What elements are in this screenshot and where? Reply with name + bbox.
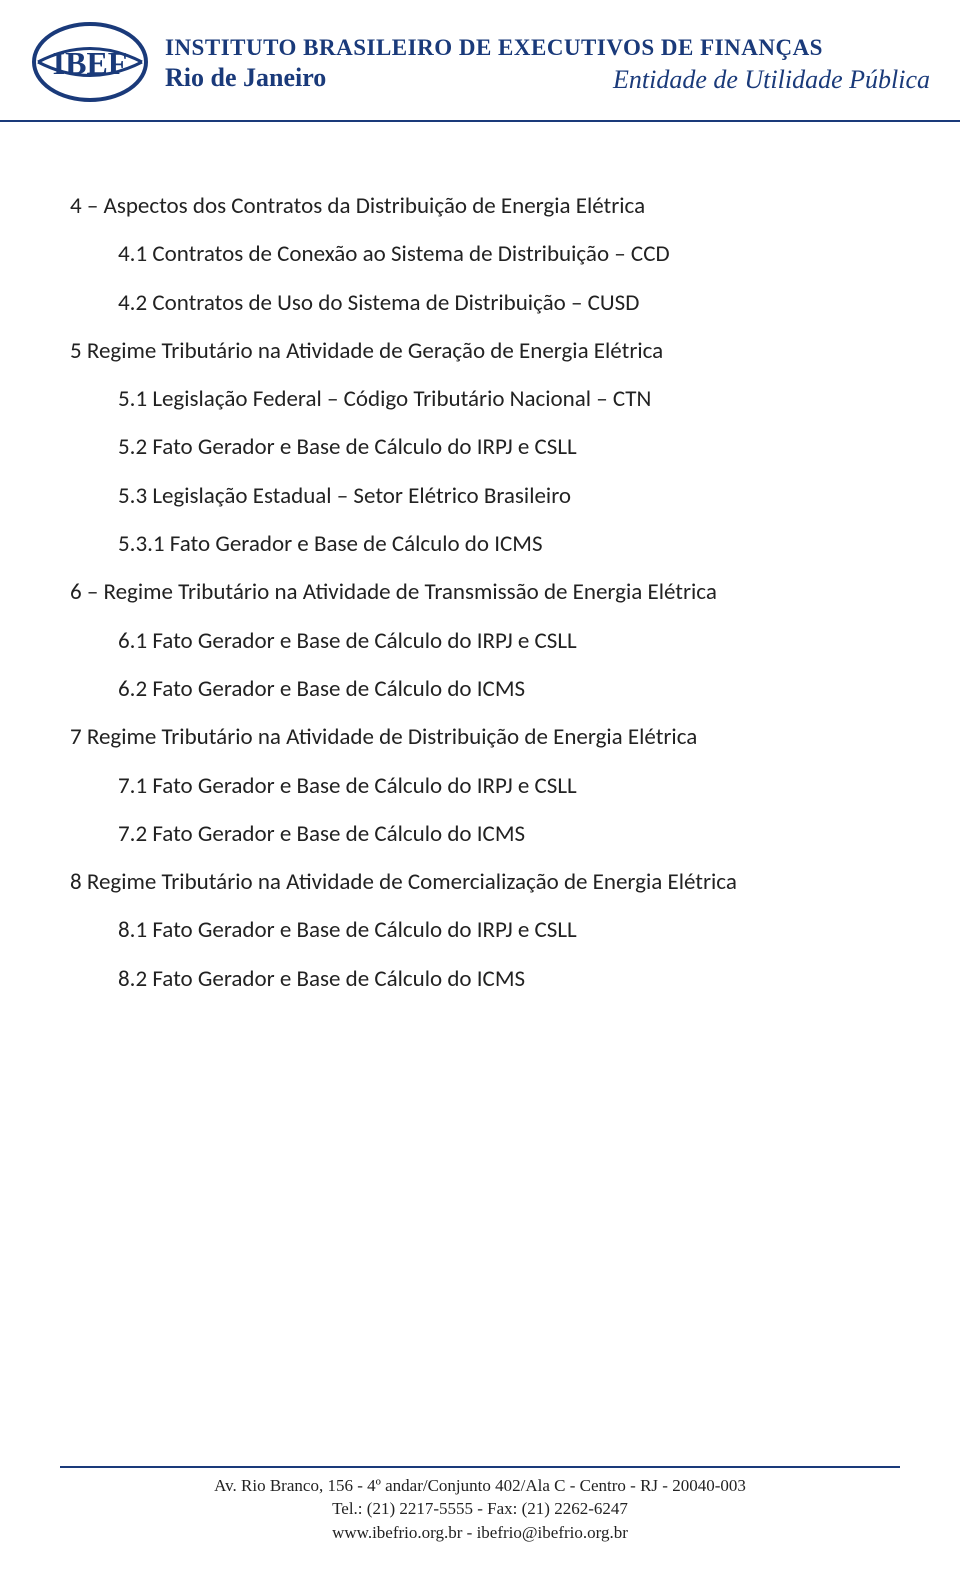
- outline-item: 4 – Aspectos dos Contratos da Distribuiç…: [70, 182, 890, 230]
- footer-web: www.ibefrio.org.br - ibefrio@ibefrio.org…: [60, 1521, 900, 1545]
- outline-item: 6.2 Fato Gerador e Base de Cálculo do IC…: [118, 665, 890, 713]
- outline-item: 4.1 Contratos de Conexão ao Sistema de D…: [118, 230, 890, 278]
- document-footer: Av. Rio Branco, 156 - 4º andar/Conjunto …: [60, 1466, 900, 1545]
- outline-item: 4.2 Contratos de Uso do Sistema de Distr…: [118, 279, 890, 327]
- outline-item: 5.1 Legislação Federal – Código Tributár…: [118, 375, 890, 423]
- footer-address: Av. Rio Branco, 156 - 4º andar/Conjunto …: [60, 1474, 900, 1498]
- organization-name: INSTITUTO BRASILEIRO DE EXECUTIVOS DE FI…: [165, 35, 930, 61]
- outline-item: 7.2 Fato Gerador e Base de Cálculo do IC…: [118, 810, 890, 858]
- svg-text:IBEF: IBEF: [53, 45, 128, 81]
- logo: IBEF: [30, 20, 150, 110]
- document-body: 4 – Aspectos dos Contratos da Distribuiç…: [0, 122, 960, 1043]
- outline-item: 5.3 Legislação Estadual – Setor Elétrico…: [118, 472, 890, 520]
- outline-item: 5 Regime Tributário na Atividade de Gera…: [70, 327, 890, 375]
- ibef-logo-icon: IBEF: [30, 20, 150, 105]
- footer-phone: Tel.: (21) 2217-5555 - Fax: (21) 2262-62…: [60, 1497, 900, 1521]
- outline-item: 8.1 Fato Gerador e Base de Cálculo do IR…: [118, 906, 890, 954]
- outline-item: 8 Regime Tributário na Atividade de Come…: [70, 858, 890, 906]
- outline-item: 6 – Regime Tributário na Atividade de Tr…: [70, 568, 890, 616]
- header-text-block: INSTITUTO BRASILEIRO DE EXECUTIVOS DE FI…: [165, 35, 930, 95]
- outline-item: 6.1 Fato Gerador e Base de Cálculo do IR…: [118, 617, 890, 665]
- outline-item: 7 Regime Tributário na Atividade de Dist…: [70, 713, 890, 761]
- document-header: IBEF INSTITUTO BRASILEIRO DE EXECUTIVOS …: [0, 0, 960, 122]
- outline-item: 8.2 Fato Gerador e Base de Cálculo do IC…: [118, 955, 890, 1003]
- outline-item: 5.2 Fato Gerador e Base de Cálculo do IR…: [118, 423, 890, 471]
- outline-item: 5.3.1 Fato Gerador e Base de Cálculo do …: [118, 520, 890, 568]
- outline-item: 7.1 Fato Gerador e Base de Cálculo do IR…: [118, 762, 890, 810]
